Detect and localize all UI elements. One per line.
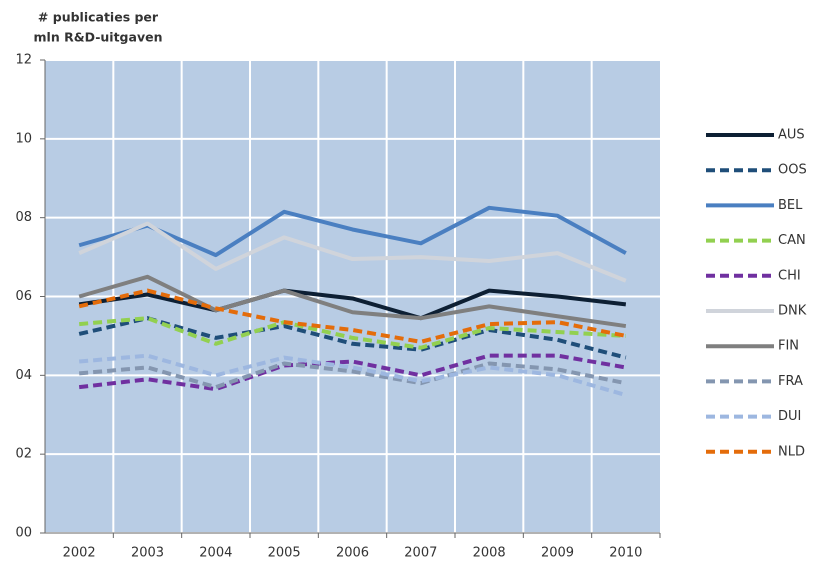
x-tick-label: 2004 [199, 546, 232, 561]
y-tick-label: 12 [15, 53, 32, 68]
y-tick-label: 02 [15, 447, 32, 462]
x-tick-label: 2008 [473, 546, 506, 561]
legend-label: DNK [778, 304, 807, 319]
x-tick-label: 2009 [541, 546, 574, 561]
x-tick-label: 2002 [63, 546, 96, 561]
line-series [78, 316, 627, 360]
chart-title: # publicaties per [38, 10, 159, 25]
line-series [78, 353, 627, 392]
line-series [78, 205, 627, 258]
legend-label: BEL [778, 198, 803, 213]
y-tick-label: 04 [15, 368, 32, 383]
legend-label: CHI [778, 268, 801, 283]
x-tick-label: 2007 [404, 546, 437, 561]
line-series [78, 316, 626, 350]
legend-label: NLD [778, 444, 805, 459]
chart-title: mln R&D-uitgaven [34, 30, 163, 45]
x-tick-label: 2003 [131, 546, 164, 561]
y-tick-label: 10 [15, 131, 32, 146]
y-tick-label: 00 [15, 526, 32, 541]
line-series [78, 361, 627, 390]
y-tick-label: 08 [15, 210, 32, 225]
legend-label: FRA [778, 374, 803, 389]
y-tick-label: 06 [15, 289, 32, 304]
line-series [78, 353, 627, 397]
line-series [78, 288, 627, 321]
x-tick-label: 2006 [336, 546, 369, 561]
line-series [78, 221, 627, 283]
x-tick-label: 2005 [268, 546, 301, 561]
legend-label: DUI [778, 409, 801, 424]
line-series [78, 288, 627, 344]
line-series [78, 274, 627, 329]
legend-label: AUS [778, 128, 805, 143]
legend-label: FIN [778, 339, 799, 354]
legend-label: CAN [778, 233, 806, 248]
x-tick-label: 2010 [609, 546, 642, 561]
legend-label: OOS [778, 163, 807, 178]
